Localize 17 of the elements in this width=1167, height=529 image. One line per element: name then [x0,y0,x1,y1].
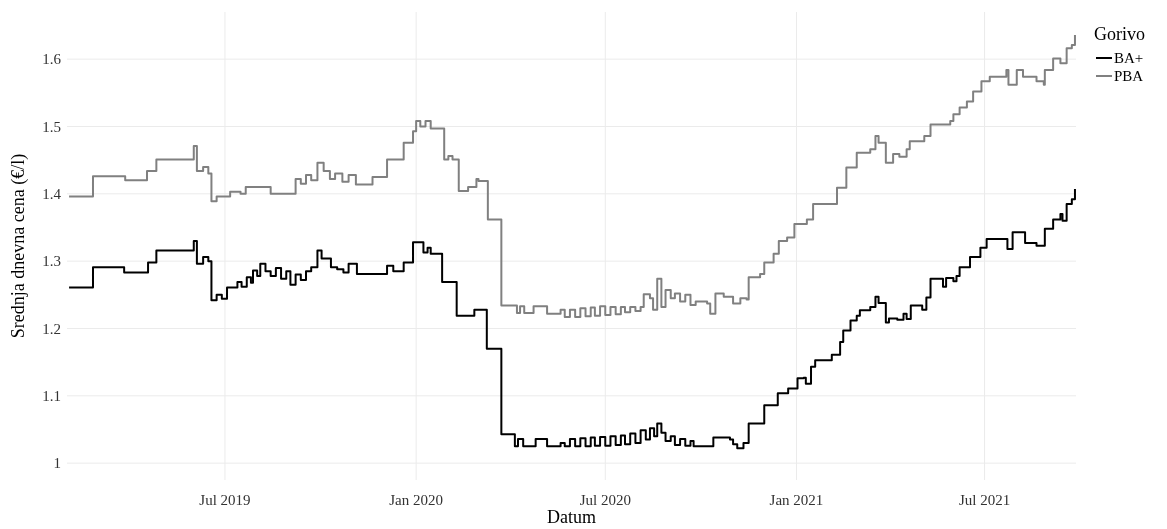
y-tick-label: 1.4 [42,186,62,203]
y-tick-label: 1.1 [42,388,61,405]
x-axis-title: Datum [547,507,596,527]
y-axis-title: Srednja dnevna cena (€/l) [8,153,29,339]
y-tick-label: 1.2 [42,320,61,337]
y-tick-label: 1 [53,455,61,472]
x-tick-label: Jan 2020 [389,492,444,509]
y-tick-label: 1.6 [42,51,62,68]
legend-title: Gorivo [1094,24,1145,44]
y-tick-label: 1.5 [42,118,61,135]
x-tick-label: Jul 2021 [958,492,1011,509]
y-tick-label: 1.3 [42,253,61,270]
x-tick-label: Jul 2019 [199,492,251,509]
x-tick-label: Jan 2021 [769,492,824,509]
legend-label: BA+ [1114,50,1144,67]
x-tick-label: Jul 2020 [579,492,631,509]
legend-label: PBA [1114,68,1144,85]
